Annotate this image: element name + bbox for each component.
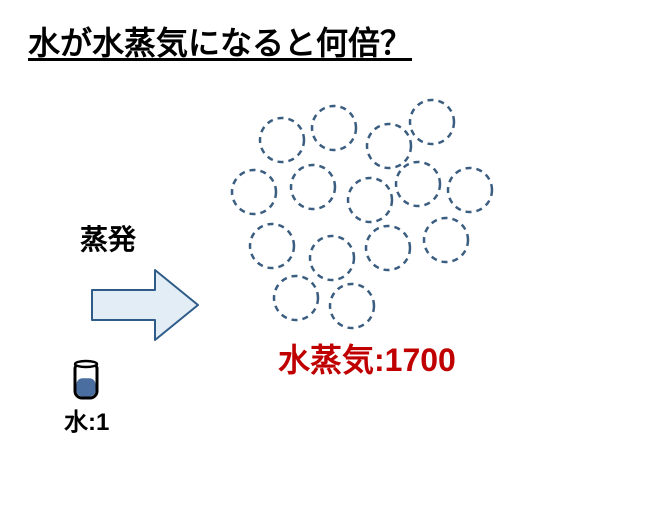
vapor-circle [260, 118, 304, 162]
vapor-circle [330, 284, 374, 328]
vapor-circle [424, 218, 468, 262]
water-cup-icon [75, 361, 97, 398]
vapor-circle [274, 276, 318, 320]
vapor-circle [250, 224, 294, 268]
evaporation-arrow [92, 270, 198, 340]
vapor-circle [232, 170, 276, 214]
vapor-circle [367, 124, 411, 168]
vapor-circle [310, 236, 354, 280]
water-ratio-label: 水:1 [64, 402, 109, 437]
vapor-circle [291, 165, 335, 209]
vapor-circle [366, 226, 410, 270]
vapor-circle [410, 100, 454, 144]
vapor-circles [232, 100, 492, 328]
evaporation-label: 蒸発 [80, 218, 136, 258]
vapor-circle [312, 106, 356, 150]
vapor-circle [348, 178, 392, 222]
vapor-circle [448, 168, 492, 212]
vapor-circle [396, 162, 440, 206]
page-title: 水が水蒸気になると何倍？ [28, 18, 412, 64]
steam-ratio-label: 水蒸気:1700 [278, 335, 456, 381]
